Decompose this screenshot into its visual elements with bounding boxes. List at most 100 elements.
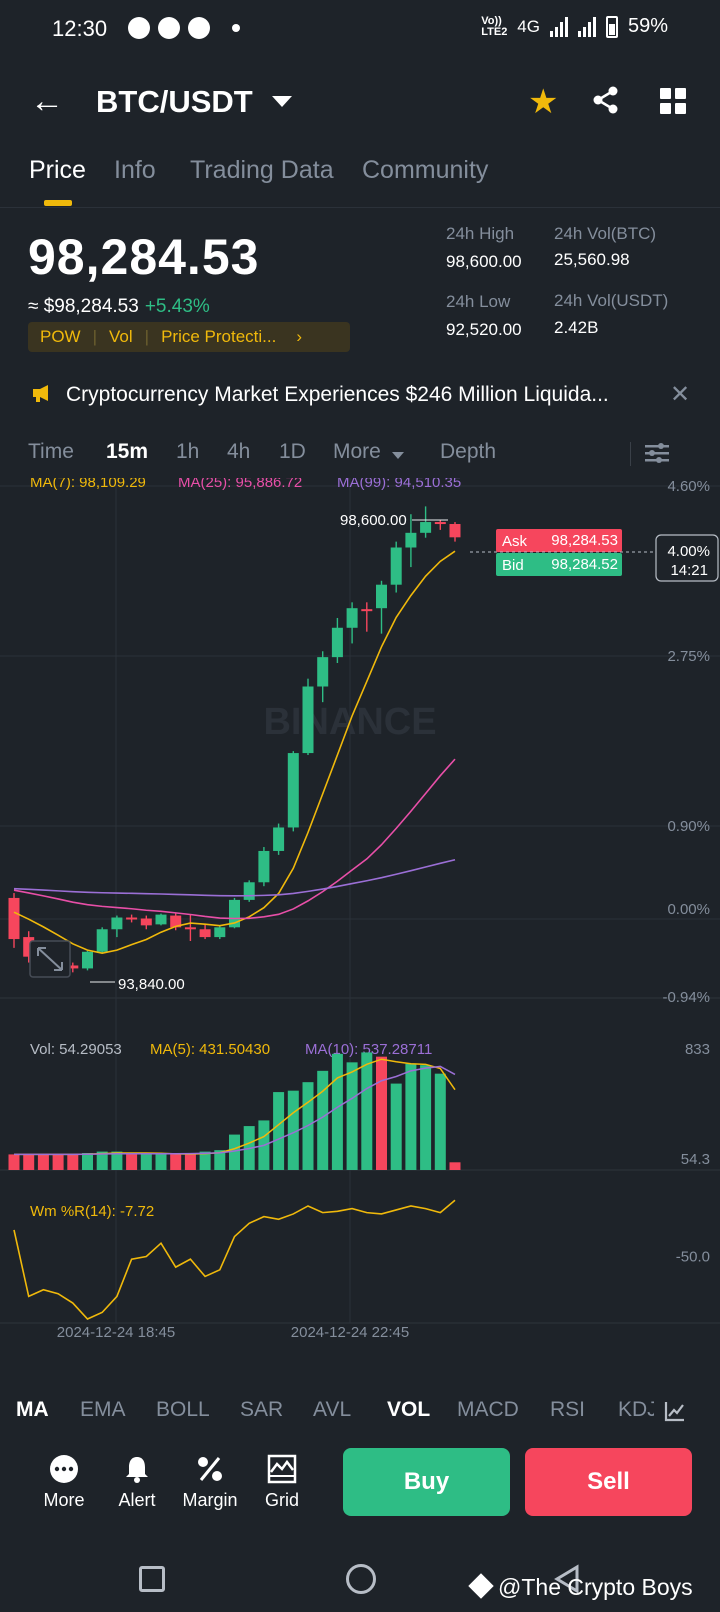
interval-more[interactable]: More [333, 440, 381, 463]
volume-bar [361, 1052, 373, 1170]
more-dots-icon [29, 1454, 99, 1486]
indicator-tabs: MA EMA BOLL SAR AVL VOL MACD RSI KDJ [0, 1392, 720, 1436]
vol-ma5-legend: MA(5): 431.50430 [150, 1041, 270, 1058]
current-percent: 4.00% [667, 543, 710, 560]
messenger-icon [128, 17, 150, 39]
status-bar: 12:30 Vo)) LTE2 4G 59% [0, 0, 720, 62]
tag-separator: | [144, 327, 150, 346]
buy-button[interactable]: Buy [343, 1448, 510, 1516]
tab-trading-data[interactable]: Trading Data [190, 156, 334, 184]
price-axis-label: 2.75% [667, 648, 710, 665]
chevron-down-icon[interactable] [272, 96, 292, 107]
candle-body [96, 929, 108, 952]
volume-bar [331, 1053, 343, 1170]
alert-label: Alert [118, 1490, 156, 1510]
asset-tags[interactable]: POW | Vol | Price Protecti... › [28, 322, 350, 352]
ind-sar[interactable]: SAR [240, 1398, 284, 1421]
low-24h-label: 24h Low [446, 292, 511, 311]
candle-body [214, 927, 226, 938]
recents-icon[interactable] [139, 1566, 165, 1592]
system-nav-bar: @The Crypto Boys [0, 1548, 720, 1612]
ind-boll[interactable]: BOLL [156, 1398, 210, 1421]
divider [630, 442, 631, 466]
ind-macd[interactable]: MACD [457, 1398, 519, 1421]
chart-settings-icon[interactable] [645, 442, 669, 464]
price-chart[interactable]: BINANCE MA(7): 98,109.29 MA(25): 95,886.… [0, 478, 720, 1348]
candle-body [317, 657, 329, 687]
active-tab-indicator [44, 200, 72, 206]
candle-countdown: 14:21 [670, 562, 708, 579]
candle-body [376, 584, 387, 609]
network-type: 4G [517, 16, 540, 36]
price-y-axis: 4.60% 2.75% 0.90% 0.00% -0.94% [662, 478, 710, 1006]
candle-body [155, 914, 167, 925]
candle-body [346, 608, 358, 628]
tag-price-protection[interactable]: Price Protecti... [161, 327, 277, 346]
tab-community[interactable]: Community [362, 156, 489, 184]
price-axis-label: 0.90% [667, 818, 710, 835]
megaphone-icon [33, 385, 48, 402]
grid-menu-icon[interactable] [660, 88, 686, 114]
news-banner[interactable]: Cryptocurrency Market Experiences $246 M… [0, 376, 720, 416]
volume-bar [184, 1153, 196, 1170]
bottom-action-bar: More Alert Margin Grid Buy Sell [0, 1440, 720, 1540]
candle-body [229, 899, 240, 928]
favorite-star-icon[interactable]: ★ [528, 83, 559, 121]
share-icon[interactable] [592, 86, 620, 114]
ind-ema[interactable]: EMA [80, 1398, 126, 1421]
grid-button[interactable]: Grid [247, 1440, 317, 1511]
interval-1d[interactable]: 1D [279, 440, 306, 463]
back-icon[interactable] [553, 1564, 581, 1594]
more-button[interactable]: More [29, 1440, 99, 1511]
margin-button[interactable]: Margin [175, 1440, 245, 1511]
home-icon[interactable] [346, 1564, 376, 1594]
ask-label: Ask [502, 533, 528, 550]
signal-icon [549, 16, 568, 37]
interval-depth[interactable]: Depth [440, 440, 497, 463]
pair-selector[interactable]: BTC/USDT [96, 84, 253, 119]
back-arrow-icon[interactable]: ← [30, 82, 64, 120]
candle-body [405, 532, 417, 548]
chevron-down-icon[interactable] [392, 452, 404, 459]
candle-body [302, 686, 314, 754]
ma7-line [13, 550, 456, 954]
indicator-settings-icon[interactable] [664, 1400, 686, 1422]
tab-price[interactable]: Price [29, 156, 86, 184]
volume-bar [449, 1162, 461, 1170]
ind-avl[interactable]: AVL [313, 1398, 352, 1421]
sell-button[interactable]: Sell [525, 1448, 692, 1516]
expand-chart-icon[interactable] [29, 940, 71, 978]
chevron-right-icon: › [296, 327, 303, 346]
candlestick-series [8, 506, 461, 973]
tab-info[interactable]: Info [114, 156, 156, 184]
interval-4h[interactable]: 4h [227, 440, 251, 463]
wr-series-line [13, 1199, 456, 1320]
news-headline[interactable]: Cryptocurrency Market Experiences $246 M… [66, 383, 609, 406]
volume-bar [111, 1151, 123, 1170]
vol-ma10-legend: MA(10): 537.28711 [305, 1041, 432, 1058]
ind-ma[interactable]: MA [16, 1398, 49, 1421]
alert-button[interactable]: Alert [102, 1440, 172, 1511]
last-price: 98,284.53 [28, 229, 260, 285]
ind-rsi[interactable]: RSI [550, 1398, 586, 1421]
ind-vol[interactable]: VOL [387, 1398, 431, 1421]
watermark: @The Crypto Boys [468, 1573, 693, 1601]
close-icon[interactable]: ✕ [670, 381, 691, 408]
ma25-line [13, 758, 456, 920]
interval-1h[interactable]: 1h [176, 440, 200, 463]
ask-price: 98,284.53 [551, 532, 618, 549]
tag-separator: | [92, 327, 98, 346]
compass-icon [188, 17, 210, 39]
interval-15m[interactable]: 15m [106, 440, 149, 463]
volume-bar [126, 1154, 138, 1170]
watermark-text: @The Crypto Boys [498, 1574, 693, 1600]
interval-time[interactable]: Time [28, 440, 74, 463]
ind-kdj[interactable]: KDJ [618, 1398, 654, 1421]
tag-vol[interactable]: Vol [109, 327, 133, 346]
volume-bar [390, 1083, 402, 1170]
tag-pow[interactable]: POW [40, 327, 81, 346]
current-price-badge: 4.00% 14:21 [655, 534, 719, 582]
ma-lines [13, 550, 456, 954]
ma25-legend: MA(25): 95,886.72 [178, 478, 302, 491]
wr-legend: Wm %R(14): -7.72 [30, 1203, 154, 1220]
